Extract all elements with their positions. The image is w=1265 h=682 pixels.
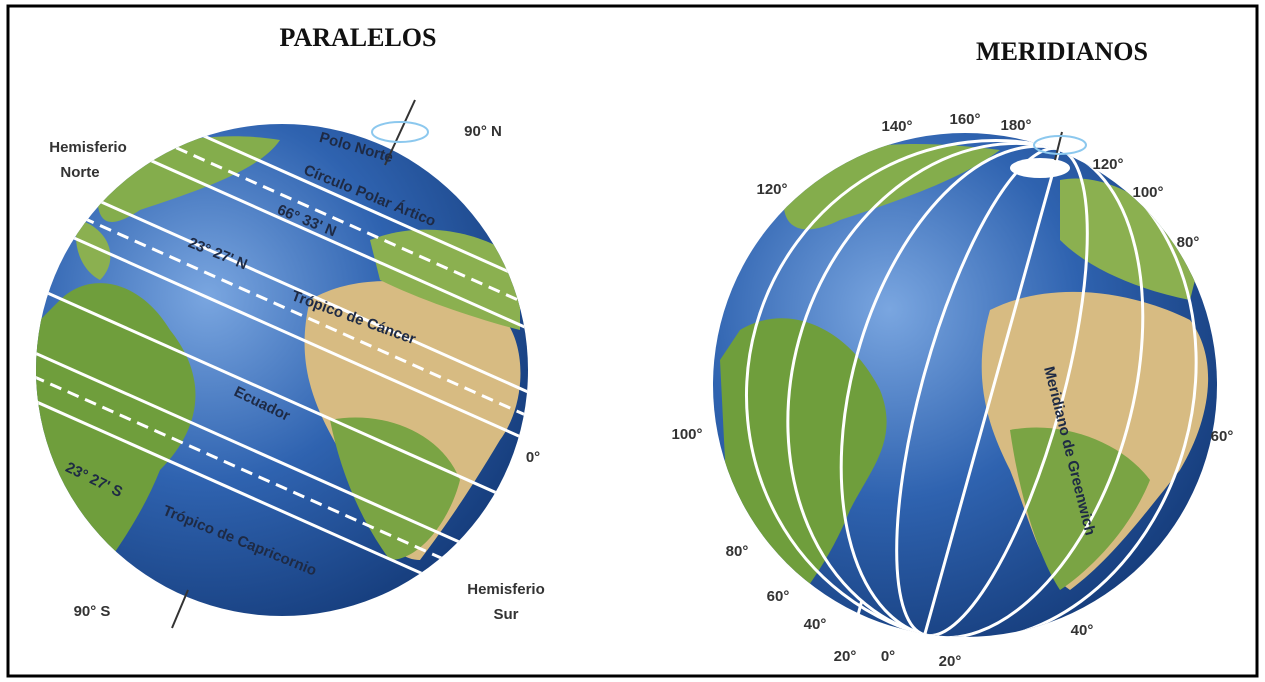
label: Norte bbox=[60, 164, 99, 181]
label: 20° bbox=[834, 648, 857, 665]
label: 80° bbox=[1177, 234, 1200, 251]
title: MERIDIANOS bbox=[976, 37, 1148, 66]
label: Hemisferio bbox=[467, 581, 545, 598]
label: 60° bbox=[1211, 428, 1234, 445]
frame bbox=[6, 4, 1259, 678]
label: Hemisferio bbox=[49, 139, 127, 156]
label: 0° bbox=[881, 648, 895, 665]
label: 0° bbox=[526, 449, 540, 466]
label: 100° bbox=[671, 426, 702, 443]
label: 160° bbox=[949, 111, 980, 128]
globe-meridianos bbox=[713, 131, 1217, 646]
label: 90° N bbox=[464, 123, 502, 140]
label: 60° bbox=[767, 588, 790, 605]
label: 40° bbox=[804, 616, 827, 633]
title: PARALELOS bbox=[280, 23, 437, 52]
label: 140° bbox=[881, 118, 912, 135]
label: 180° bbox=[1000, 117, 1031, 134]
label: Sur bbox=[493, 606, 518, 623]
label: 100° bbox=[1132, 184, 1163, 201]
label: 90° S bbox=[74, 603, 111, 620]
label: 20° bbox=[939, 653, 962, 670]
label: 120° bbox=[1092, 156, 1123, 173]
label: 80° bbox=[726, 543, 749, 560]
label: 40° bbox=[1071, 622, 1094, 639]
label: 120° bbox=[756, 181, 787, 198]
